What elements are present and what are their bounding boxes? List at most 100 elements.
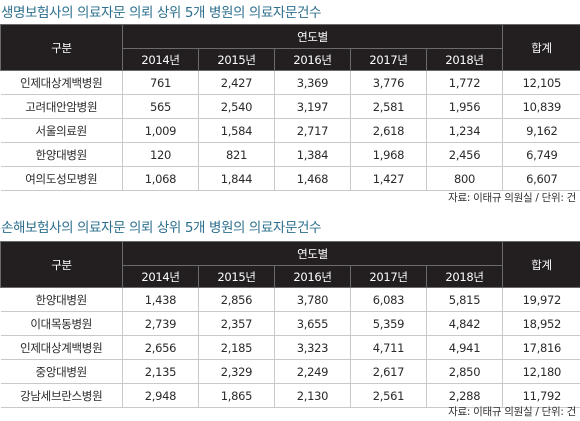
hospital-name: 여의도성모병원 (0, 166, 123, 191)
header-total: 합계 (502, 241, 580, 288)
year-value: 1,968 (350, 142, 427, 167)
table-row: 강남세브란스병원 2,948 1,865 2,130 2,561 2,288 1… (0, 383, 580, 408)
year-value: 2,739 (122, 311, 199, 336)
year-value: 2,948 (122, 383, 199, 408)
year-value: 3,780 (274, 287, 351, 312)
year-value: 800 (425, 166, 503, 191)
year-value: 2,656 (122, 335, 199, 360)
table-title: 생명보험사의 의료자문 의뢰 상위 5개 병원의 의료자문건수 (1, 5, 322, 21)
header-year: 2016년 (274, 265, 351, 288)
table-row: 한양대병원 1,438 2,856 3,780 6,083 5,815 19,9… (0, 287, 580, 312)
year-value: 1,234 (425, 118, 503, 143)
table-row: 중앙대병원 2,135 2,329 2,249 2,617 2,850 12,1… (0, 359, 580, 384)
year-value: 4,711 (350, 335, 427, 360)
table-row: 이대목동병원 2,739 2,357 3,655 5,359 4,842 18,… (0, 311, 580, 336)
year-value: 2,717 (274, 118, 351, 143)
year-value: 2,540 (198, 94, 275, 119)
header-year: 2017년 (350, 265, 427, 288)
table-row: 한양대병원 120 821 1,384 1,968 2,456 6,749 (0, 142, 580, 167)
header-year-group: 연도별 (121, 24, 504, 49)
table-title: 손해보험사의 의료자문 의뢰 상위 5개 병원의 의료자문건수 (1, 220, 322, 236)
year-value: 2,427 (198, 70, 275, 95)
source-note: 자료: 이태규 의원실 / 단위: 건 (448, 406, 576, 418)
table-row: 서울의료원 1,009 1,584 2,717 2,618 1,234 9,16… (0, 118, 580, 143)
year-value: 5,815 (425, 287, 503, 312)
table-row: 여의도성모병원 1,068 1,844 1,468 1,427 800 6,60… (0, 166, 580, 191)
year-value: 5,359 (350, 311, 427, 336)
row-total: 19,972 (502, 287, 580, 312)
table-row: 인제대상계백병원 2,656 2,185 3,323 4,711 4,941 1… (0, 335, 580, 360)
hospital-name: 고려대안암병원 (0, 94, 123, 119)
header-year: 2015년 (198, 48, 275, 71)
year-value: 2,618 (350, 118, 427, 143)
header-category: 구분 (0, 24, 123, 71)
year-value: 2,135 (122, 359, 199, 384)
hospital-name: 인제대상계백병원 (0, 70, 123, 95)
row-total: 12,105 (502, 70, 580, 95)
year-value: 2,329 (198, 359, 275, 384)
source-note: 자료: 이태규 의원실 / 단위: 건 (448, 192, 576, 204)
year-value: 2,185 (198, 335, 275, 360)
year-value: 1,584 (198, 118, 275, 143)
year-value: 3,776 (350, 70, 427, 95)
year-value: 2,456 (425, 142, 503, 167)
header-total: 합계 (502, 24, 580, 71)
year-value: 2,617 (350, 359, 427, 384)
header-year: 2018년 (425, 48, 504, 71)
year-value: 1,468 (274, 166, 351, 191)
row-total: 12,180 (502, 359, 580, 384)
year-value: 1,009 (122, 118, 199, 143)
year-value: 3,369 (274, 70, 351, 95)
year-value: 4,842 (425, 311, 503, 336)
row-total: 17,816 (502, 335, 580, 360)
year-value: 6,083 (350, 287, 427, 312)
hospital-name: 서울의료원 (0, 118, 123, 143)
year-value: 3,655 (274, 311, 351, 336)
non-life-insurance-table: 구분 연도별 합계 2014년 2015년 2016년 2017년 2018년 … (0, 241, 580, 408)
header-year: 2014년 (122, 265, 199, 288)
year-value: 1,427 (350, 166, 427, 191)
row-total: 9,162 (502, 118, 580, 143)
hospital-name: 한양대병원 (0, 287, 123, 312)
year-value: 565 (122, 94, 199, 119)
hospital-name: 인제대상계백병원 (0, 335, 123, 360)
year-value: 2,357 (198, 311, 275, 336)
year-value: 3,197 (274, 94, 351, 119)
year-value: 2,581 (350, 94, 427, 119)
row-total: 11,792 (502, 383, 580, 408)
year-value: 2,850 (425, 359, 503, 384)
row-total: 6,607 (502, 166, 580, 191)
year-value: 1,772 (425, 70, 503, 95)
year-value: 2,856 (198, 287, 275, 312)
life-insurance-table: 구분 연도별 합계 2014년 2015년 2016년 2017년 2018년 … (0, 24, 580, 191)
year-value: 1,844 (198, 166, 275, 191)
header-year: 2014년 (122, 48, 199, 71)
year-value: 120 (122, 142, 199, 167)
table-row: 인제대상계백병원 761 2,427 3,369 3,776 1,772 12,… (0, 70, 580, 95)
year-value: 2,561 (350, 383, 427, 408)
header-year-group: 연도별 (121, 241, 504, 266)
hospital-name: 이대목동병원 (0, 311, 123, 336)
row-total: 18,952 (502, 311, 580, 336)
year-value: 3,323 (274, 335, 351, 360)
header-year: 2017년 (350, 48, 427, 71)
header-year: 2016년 (274, 48, 351, 71)
header-year: 2015년 (198, 265, 275, 288)
year-value: 1,384 (274, 142, 351, 167)
year-value: 1,956 (425, 94, 503, 119)
header-category: 구분 (0, 241, 123, 288)
year-value: 1,068 (122, 166, 199, 191)
hospital-name: 한양대병원 (0, 142, 123, 167)
row-total: 10,839 (502, 94, 580, 119)
table-row: 고려대안암병원 565 2,540 3,197 2,581 1,956 10,8… (0, 94, 580, 119)
year-value: 821 (198, 142, 275, 167)
year-value: 761 (122, 70, 199, 95)
year-value: 2,249 (274, 359, 351, 384)
header-year: 2018년 (425, 265, 504, 288)
hospital-name: 강남세브란스병원 (0, 383, 123, 408)
row-total: 6,749 (502, 142, 580, 167)
year-value: 1,865 (198, 383, 275, 408)
year-value: 2,288 (425, 383, 503, 408)
year-value: 1,438 (122, 287, 199, 312)
year-value: 4,941 (425, 335, 503, 360)
